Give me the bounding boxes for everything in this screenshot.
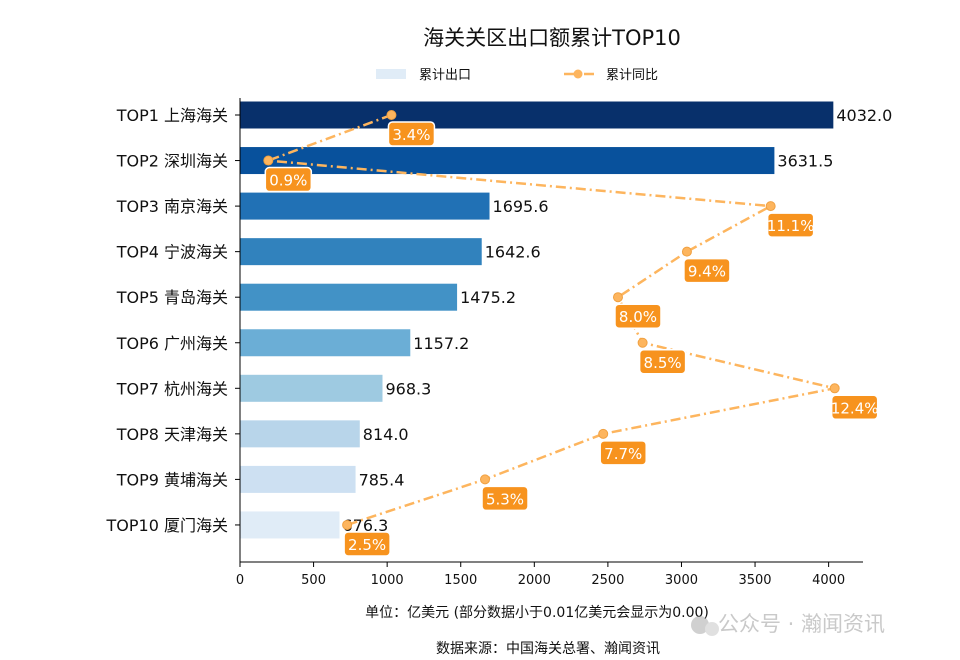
bar-value-label: 676.3	[343, 516, 389, 535]
bar-value-label: 3631.5	[777, 152, 833, 171]
bar-value-label: 1157.2	[413, 334, 469, 353]
bar	[240, 465, 356, 493]
yoy-data-label: 9.4%	[683, 257, 731, 284]
yoy-label-text: 9.4%	[688, 263, 726, 281]
y-tick-label: TOP9 黄埔海关	[116, 470, 228, 489]
yoy-data-label: 11.1%	[766, 212, 815, 238]
watermark-text: 公众号 · 瀚闻资讯	[718, 612, 885, 636]
yoy-data-label: 3.4%	[387, 121, 436, 147]
bar	[240, 511, 340, 539]
legend: 累计出口 累计同比	[376, 68, 658, 83]
yoy-data-label: 2.5%	[343, 531, 391, 557]
yoy-label-box	[766, 212, 815, 238]
bar	[240, 238, 482, 266]
yoy-marker	[263, 155, 274, 166]
yoy-marker	[386, 110, 397, 120]
x-tick-label: 2500	[591, 573, 624, 588]
watermark: 公众号 · 瀚闻资讯	[691, 612, 885, 636]
yoy-data-label: 5.3%	[481, 485, 529, 512]
yoy-marker	[681, 246, 692, 257]
yoy-label-box	[683, 257, 731, 284]
legend-line-marker	[573, 69, 583, 79]
yoy-data-label: 8.0%	[614, 303, 662, 329]
yoy-label-box	[343, 531, 391, 557]
yoy-label-box	[614, 303, 662, 329]
bar-value-label: 1475.2	[460, 288, 516, 307]
yoy-line	[267, 113, 835, 527]
y-tick-label: TOP7 杭州海关	[116, 379, 228, 398]
yoy-label-text: 5.3%	[486, 490, 524, 508]
yoy-marker	[342, 519, 353, 530]
yoy-label-text: 8.0%	[619, 308, 657, 326]
yoy-label-text: 11.1%	[767, 217, 815, 235]
yoy-data-label: 7.7%	[599, 440, 647, 466]
y-tick-label: TOP10 厦门海关	[106, 516, 228, 535]
yoy-marker	[612, 292, 623, 303]
yoy-marker	[480, 474, 491, 485]
x-tick-label: 3500	[738, 573, 771, 588]
yoy-label-text: 12.4%	[831, 399, 879, 417]
legend-bar-swatch	[376, 69, 406, 79]
bar-value-label: 968.3	[385, 379, 431, 398]
x-tick-label: 3000	[665, 573, 698, 588]
x-tick-label: 2000	[518, 573, 551, 588]
yoy-label-text: 0.9%	[269, 172, 307, 190]
y-tick-label: TOP2 深圳海关	[116, 152, 228, 171]
bar-value-label: 1642.6	[485, 243, 541, 262]
x-axis-label: 单位：亿美元 (部分数据小于0.01亿美元会显示为0.00)	[365, 605, 709, 621]
x-tick-label: 1000	[371, 573, 404, 588]
yoy-label-box	[599, 440, 647, 466]
bar	[240, 329, 411, 357]
bar	[240, 374, 383, 402]
yoy-label-text: 8.5%	[644, 354, 682, 372]
legend-bar-label: 累计出口	[419, 68, 471, 83]
chart-title: 海关关区出口额累计TOP10	[423, 26, 681, 50]
yoy-marker	[598, 428, 609, 439]
x-tick-label: 4000	[812, 573, 845, 588]
yoy-label-text: 3.4%	[392, 126, 430, 144]
x-tick-label: 1500	[444, 573, 477, 588]
source-note: 数据来源：中国海关总署、瀚闻资讯	[436, 641, 660, 657]
y-tick-label: TOP8 天津海关	[116, 425, 228, 444]
y-tick-label: TOP4 宁波海关	[116, 243, 228, 262]
yoy-data-label: 8.5%	[638, 349, 687, 375]
bar-value-label: 785.4	[359, 470, 405, 489]
yoy-label-text: 7.7%	[604, 445, 642, 463]
yoy-marker	[637, 337, 648, 348]
bar	[240, 283, 458, 311]
bar	[240, 101, 834, 129]
wechat-icon	[691, 616, 709, 634]
yoy-label-box	[481, 485, 529, 512]
y-tick-label: TOP3 南京海关	[116, 197, 228, 216]
bar-value-label: 1695.6	[493, 197, 549, 216]
x-tick-label: 0	[236, 573, 244, 588]
bar-value-label: 4032.0	[836, 106, 892, 125]
yoy-data-label: 0.9%	[264, 166, 313, 193]
yoy-label-box	[264, 166, 313, 193]
yoy-label-box	[830, 394, 879, 421]
y-tick-label: TOP1 上海海关	[116, 106, 228, 125]
yoy-marker	[829, 383, 840, 394]
y-tick-label: TOP6 广州海关	[116, 334, 228, 353]
bar	[240, 420, 360, 448]
yoy-label-box	[387, 121, 436, 147]
yoy-label-box	[638, 349, 687, 375]
yoy-data-label: 12.4%	[830, 394, 879, 421]
yoy-marker	[765, 201, 776, 212]
bar	[240, 147, 775, 175]
y-tick-label: TOP5 青岛海关	[116, 288, 228, 307]
yoy-label-text: 2.5%	[348, 536, 386, 554]
x-tick-label: 500	[301, 573, 326, 588]
bar	[240, 192, 490, 220]
legend-line-label: 累计同比	[606, 68, 658, 83]
bar-value-label: 814.0	[363, 425, 409, 444]
